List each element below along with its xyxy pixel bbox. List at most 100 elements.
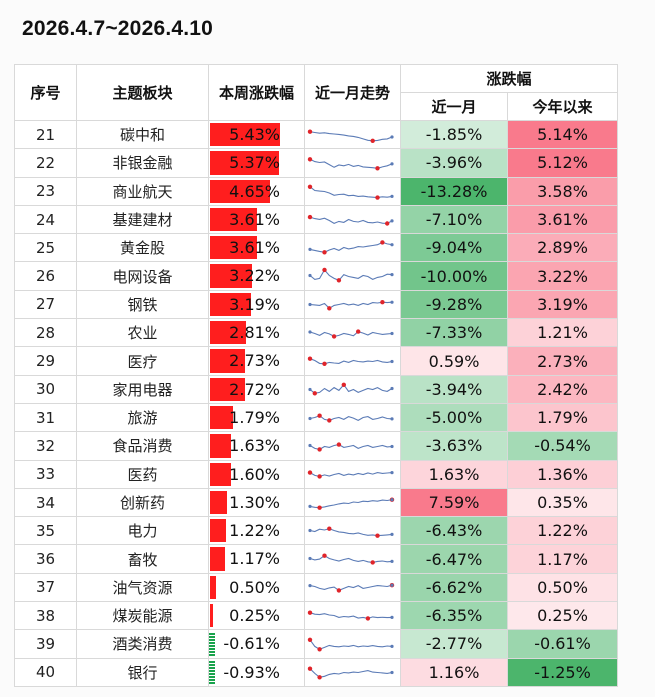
sparkline-path	[309, 555, 393, 564]
row-month-change: -6.47%	[400, 544, 508, 574]
week-change-value: 0.25%	[229, 606, 280, 626]
row-theme: 商业航天	[76, 176, 209, 206]
sparkline-end-point	[390, 583, 394, 588]
sparkline-end-point	[390, 471, 394, 475]
week-change-value: 1.63%	[229, 436, 280, 456]
table-row: 21 碳中和 5.43% -1.85% 5.14%	[14, 119, 618, 150]
row-week-change: -0.93%	[208, 657, 305, 687]
sparkline-high-point	[307, 184, 313, 190]
week-change-value: 3.61%	[229, 238, 280, 258]
row-ytd-change: 0.25%	[507, 601, 618, 631]
row-month-trend	[304, 148, 401, 178]
row-month-change: -9.04%	[400, 233, 508, 263]
row-month-change: 7.59%	[400, 487, 508, 518]
sparkline	[307, 157, 394, 171]
row-week-change: 1.79%	[208, 402, 305, 433]
row-index: 30	[14, 374, 77, 404]
row-month-change: -9.28%	[400, 289, 508, 320]
sparkline-end-point	[390, 218, 394, 223]
table-row: 26 电网设备 3.22% -10.00% 3.22%	[14, 261, 618, 291]
row-index: 38	[14, 601, 77, 631]
week-change-bar	[210, 434, 231, 458]
sparkline-end-point	[390, 273, 394, 277]
row-month-trend	[304, 374, 401, 404]
row-month-change: 0.59%	[400, 346, 508, 376]
row-index: 31	[14, 402, 77, 433]
table-row: 37 油气资源 0.50% -6.62% 0.50%	[14, 572, 618, 603]
sparkline-end-point	[390, 162, 394, 166]
week-change-value: 3.22%	[229, 266, 280, 286]
sparkline-high-point	[336, 442, 342, 447]
sparkline-path	[309, 158, 393, 169]
row-index: 23	[14, 176, 77, 206]
sparkline	[307, 356, 394, 367]
sparkline-path	[309, 269, 393, 282]
row-month-change: -3.63%	[400, 431, 508, 461]
row-ytd-change: 0.35%	[507, 487, 618, 518]
sparkline-end-point	[390, 444, 394, 449]
sparkline	[307, 184, 394, 201]
row-week-change: 3.22%	[208, 261, 305, 291]
week-change-bar	[210, 377, 245, 401]
week-change-bar	[210, 490, 227, 515]
header-change-group: 涨跌幅	[400, 64, 618, 93]
sparkline-start-point	[308, 247, 312, 251]
row-ytd-change: 5.12%	[507, 148, 618, 178]
row-ytd-change: 1.17%	[507, 544, 618, 574]
sparkline-start-point	[308, 584, 312, 588]
week-change-bar	[210, 604, 213, 628]
row-month-trend	[304, 318, 401, 348]
sparkline-path	[309, 472, 393, 478]
sparkline-start-point	[308, 556, 312, 561]
row-index: 39	[14, 629, 77, 659]
sparkline-path	[309, 302, 393, 310]
sparkline-start-point	[308, 416, 312, 420]
table-row: 34 创新药 1.30% 7.59% 0.35%	[14, 487, 618, 518]
sparkline-high-point	[356, 329, 361, 334]
row-week-change: 4.65%	[208, 176, 305, 206]
week-change-value: 1.79%	[229, 407, 280, 427]
row-theme: 黄金股	[76, 233, 209, 263]
sparkline-low-point	[317, 447, 322, 452]
week-change-value: 2.72%	[229, 379, 280, 399]
week-change-bar	[210, 321, 246, 345]
sparkline	[308, 267, 394, 283]
sparkline-end-point	[390, 644, 394, 648]
header-month-trend: 近一月走势	[304, 64, 401, 121]
week-change-value: 1.60%	[229, 464, 280, 484]
row-week-change: 5.37%	[208, 148, 305, 178]
row-month-change: 1.16%	[400, 657, 508, 687]
row-month-trend	[304, 544, 401, 574]
sparkline-path	[309, 130, 393, 141]
theme-performance-table: 序号 主题板块 本周涨跌幅 近一月走势 涨跌幅 近一月 今年以来 21 碳中和 5.…	[14, 64, 618, 687]
row-ytd-change: -0.61%	[507, 629, 618, 659]
row-theme: 酒类消费	[76, 629, 209, 659]
row-week-change: 3.61%	[208, 204, 305, 235]
row-theme: 煤炭能源	[76, 601, 209, 631]
table-row: 38 煤炭能源 0.25% -6.35% 0.25%	[14, 601, 618, 631]
sparkline-high-point	[307, 470, 313, 476]
row-index: 37	[14, 572, 77, 603]
week-change-bar	[210, 349, 245, 373]
row-ytd-change: 1.36%	[507, 459, 618, 489]
row-index: 28	[14, 318, 77, 348]
sparkline-start-point	[308, 528, 312, 532]
row-theme: 畜牧	[76, 544, 209, 574]
row-theme: 农业	[76, 318, 209, 348]
sparkline-path	[309, 358, 393, 365]
sparkline-path	[309, 639, 393, 650]
row-month-change: -3.96%	[400, 148, 508, 178]
row-ytd-change: 2.42%	[507, 374, 618, 404]
sparkline-start-point	[308, 303, 312, 307]
sparkline-path	[309, 186, 393, 199]
row-index: 40	[14, 657, 77, 687]
row-week-change: 1.22%	[208, 516, 305, 546]
row-week-change: 2.72%	[208, 374, 305, 404]
row-week-change: 1.60%	[208, 459, 305, 489]
row-week-change: 0.25%	[208, 601, 305, 631]
sparkline-high-point	[307, 214, 313, 219]
header-theme: 主题板块	[76, 64, 209, 121]
row-theme: 电网设备	[76, 261, 209, 291]
row-theme: 创新药	[76, 487, 209, 518]
table-row: 22 非银金融 5.37% -3.96% 5.12%	[14, 148, 618, 178]
